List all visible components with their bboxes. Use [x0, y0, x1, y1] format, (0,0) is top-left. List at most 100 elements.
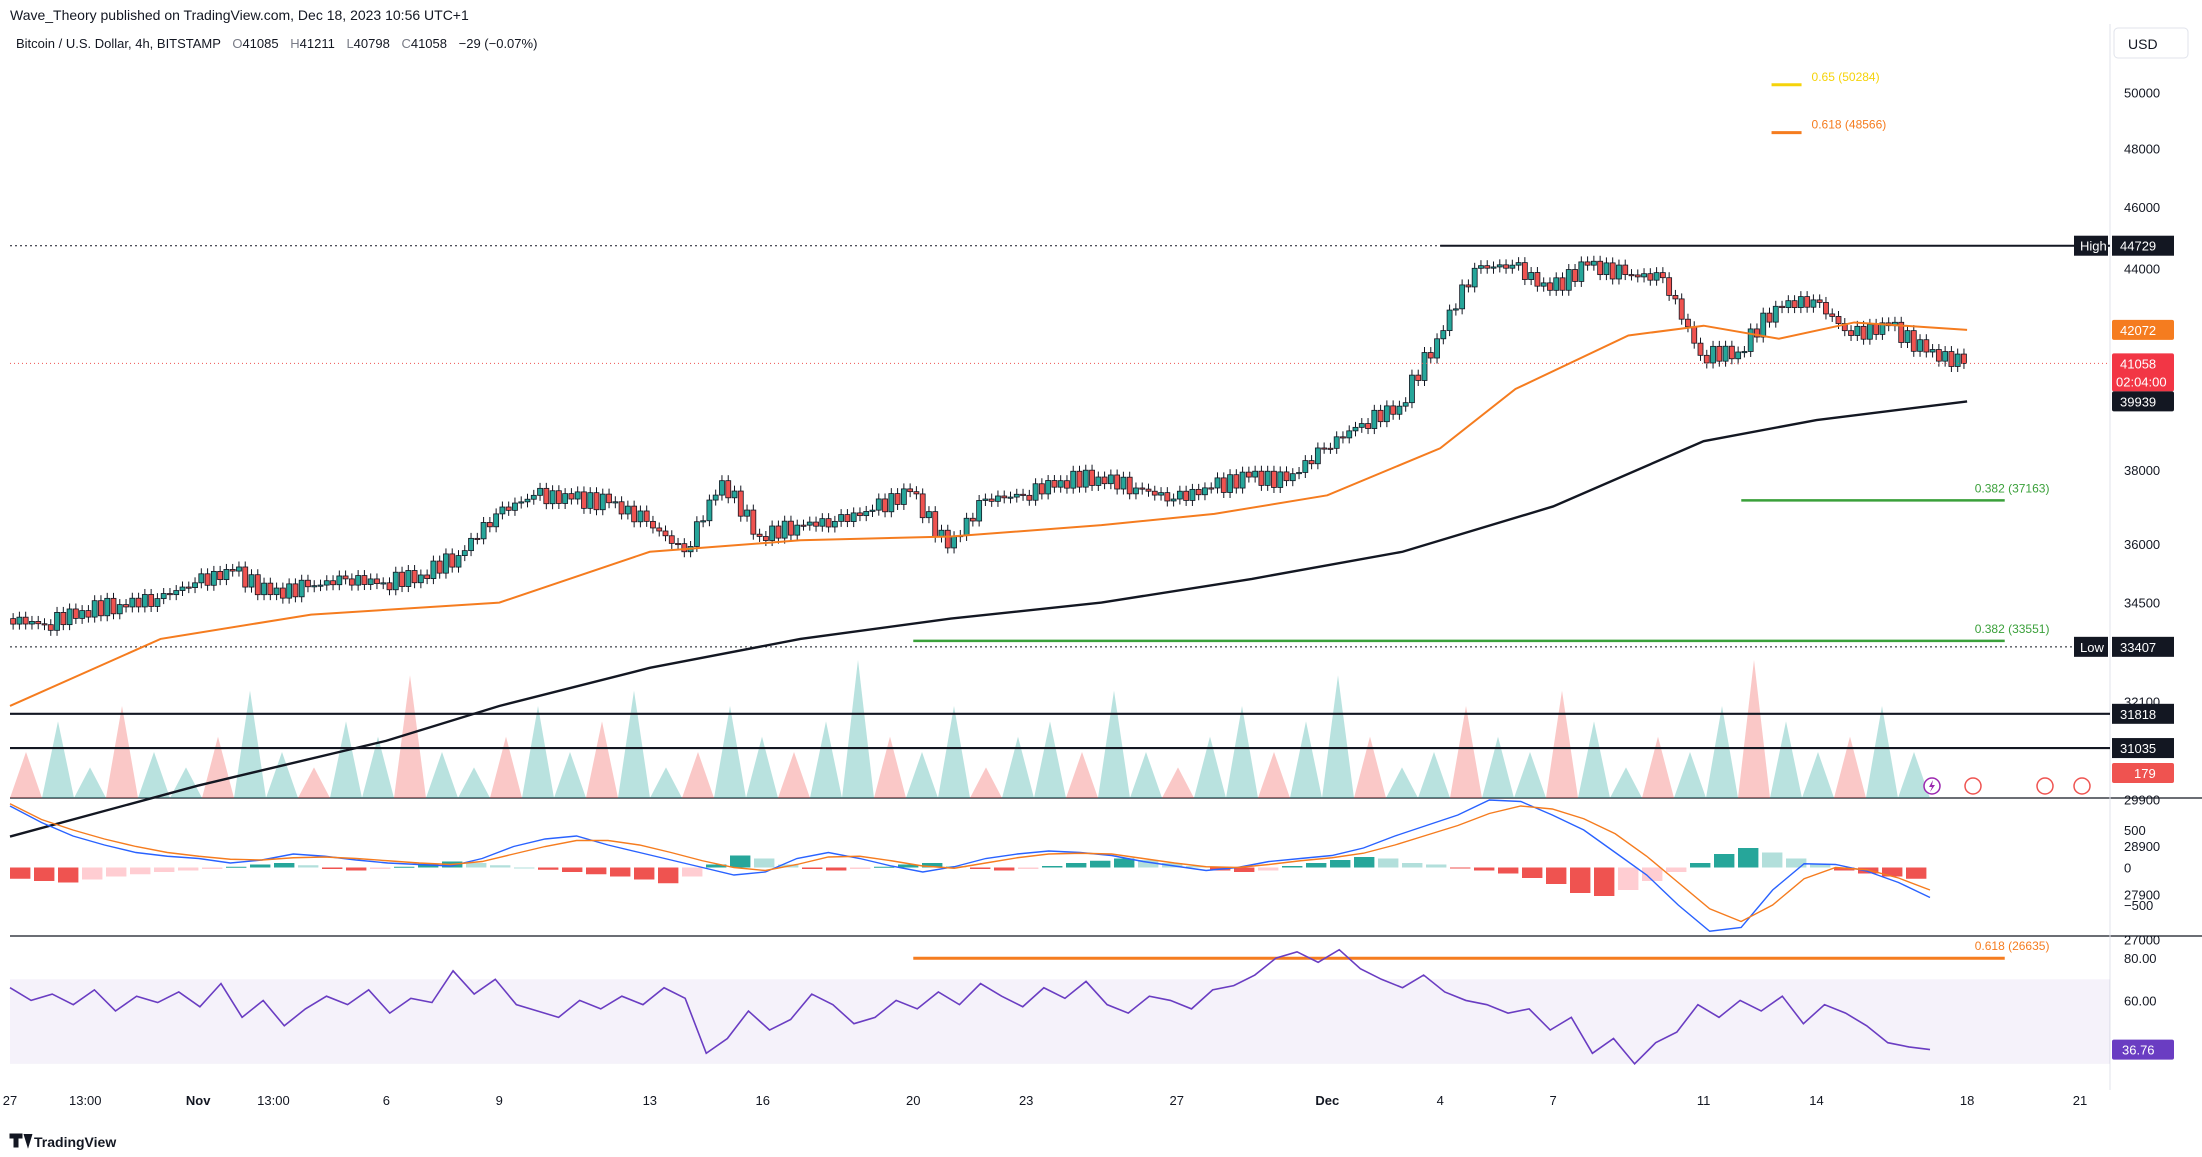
candle-body: [505, 506, 512, 511]
candle-body: [543, 487, 550, 505]
volume-mark: [1322, 675, 1354, 798]
candle-body: [725, 480, 732, 499]
volume-mark: [1834, 736, 1866, 798]
candle-body: [1697, 342, 1704, 356]
volume-marker: [2112, 763, 2174, 783]
candle-body: [1785, 300, 1792, 309]
volume-mark: [1258, 752, 1290, 798]
volume-mark: [970, 767, 1002, 798]
volume-mark: [554, 752, 586, 798]
price-marker-text: 41058: [2120, 356, 2156, 371]
candle-body: [1358, 423, 1365, 428]
candle-body: [637, 510, 644, 523]
candle-body: [944, 529, 951, 549]
macd-histogram-bar: [922, 863, 943, 868]
candle-body: [976, 500, 983, 522]
volume-mark: [1898, 752, 1930, 798]
price-tick-label: 44000: [2124, 261, 2160, 276]
candle-body: [574, 491, 581, 500]
macd-histogram-bar: [874, 866, 895, 868]
candle-body: [392, 571, 399, 591]
ema200-layer: [9, 400, 1968, 838]
candle-body: [1760, 312, 1767, 338]
candle-body: [424, 574, 431, 580]
time-tick-label: 14: [1809, 1093, 1823, 1108]
candle-body: [85, 610, 92, 618]
macd-histogram-bar: [178, 867, 199, 871]
time-tick-label: 16: [755, 1093, 769, 1108]
macd-histogram-bar: [1906, 867, 1927, 879]
candle-body: [1377, 409, 1384, 423]
candle-body: [662, 530, 669, 537]
candle-body: [1252, 470, 1259, 478]
candle-body: [204, 573, 211, 586]
tradingview-logo[interactable]: TradingView: [9, 1133, 116, 1150]
candle-body: [1340, 436, 1346, 439]
candle-body: [1622, 264, 1629, 275]
candle-body: [1471, 267, 1478, 288]
countdown-text: 02:04:00: [2116, 374, 2167, 389]
candle-body: [900, 488, 907, 505]
candle-body: [875, 498, 882, 511]
macd-histogram-bar: [1042, 866, 1063, 868]
us-flag-icon: [2073, 777, 2091, 795]
candle-body: [1641, 273, 1647, 278]
candle-body: [1917, 339, 1923, 352]
time-tick-label: 27: [3, 1093, 17, 1108]
candle-body: [1302, 460, 1309, 473]
candle-body: [1271, 470, 1277, 488]
candle-body: [1446, 309, 1453, 332]
macd-histogram-bar: [1834, 867, 1855, 871]
time-axis[interactable]: 27 13:00 Nov 13:00 6 9 13 16 20 23 27 Dec 4 7 11 14 18 21: [3, 1093, 2087, 1108]
macd-histogram-bar: [658, 867, 679, 884]
candle-body: [1183, 490, 1190, 501]
candle-body: [480, 522, 487, 540]
macd-histogram-bar: [1282, 866, 1303, 868]
candle-body: [1854, 325, 1861, 336]
candle-body: [173, 590, 180, 596]
candle-body: [1314, 447, 1321, 465]
candle-body: [336, 575, 343, 586]
candle-body: [1735, 351, 1742, 360]
candle-body: [1245, 471, 1252, 478]
volume-mark: [1706, 706, 1738, 798]
candle-body: [982, 498, 989, 501]
candle-body: [236, 566, 242, 572]
candle-body: [762, 536, 769, 541]
macd-tick-label: 0: [2124, 861, 2131, 876]
candle-body: [1208, 487, 1215, 490]
level-value-text: 44729: [2120, 239, 2156, 254]
candle-body: [54, 612, 60, 631]
rsi-tick-label: 80.00: [2124, 951, 2157, 966]
candle-body: [693, 521, 700, 547]
volume-mark: [1130, 752, 1162, 798]
candle-body: [348, 578, 355, 586]
candle-body: [461, 550, 468, 556]
candle-body: [1409, 374, 1415, 404]
candle-body: [1227, 474, 1233, 493]
time-tick-label: 11: [1697, 1093, 1711, 1108]
candle-body: [1484, 265, 1491, 269]
candle-body: [1020, 493, 1026, 496]
candle-body: [141, 594, 148, 608]
candle-body: [1158, 492, 1164, 496]
macd-histogram-bar: [58, 867, 79, 883]
candle-body: [148, 594, 155, 607]
price-tick-label: 50000: [2124, 86, 2160, 101]
price-axis[interactable]: 5000048000460004400038000360003450032100…: [2074, 86, 2174, 1060]
candle-body: [800, 524, 807, 527]
macd-histogram-bar: [1642, 867, 1663, 881]
us-flag-icon: [1964, 777, 1982, 795]
candle-body: [1258, 470, 1265, 486]
time-tick-label: 27: [1169, 1093, 1183, 1108]
candle-body: [330, 580, 336, 586]
symbol-legend[interactable]: Bitcoin / U.S. Dollar, 4h, BITSTAMP O410…: [16, 36, 537, 51]
macd-histogram-bar: [1066, 863, 1087, 868]
candle-body: [1810, 299, 1817, 308]
macd-histogram-bar: [1114, 858, 1135, 868]
time-tick-label: 9: [496, 1093, 503, 1108]
volume-mark: [1386, 767, 1418, 798]
currency-button[interactable]: USD: [2113, 27, 2189, 59]
candle-body: [1628, 274, 1635, 277]
